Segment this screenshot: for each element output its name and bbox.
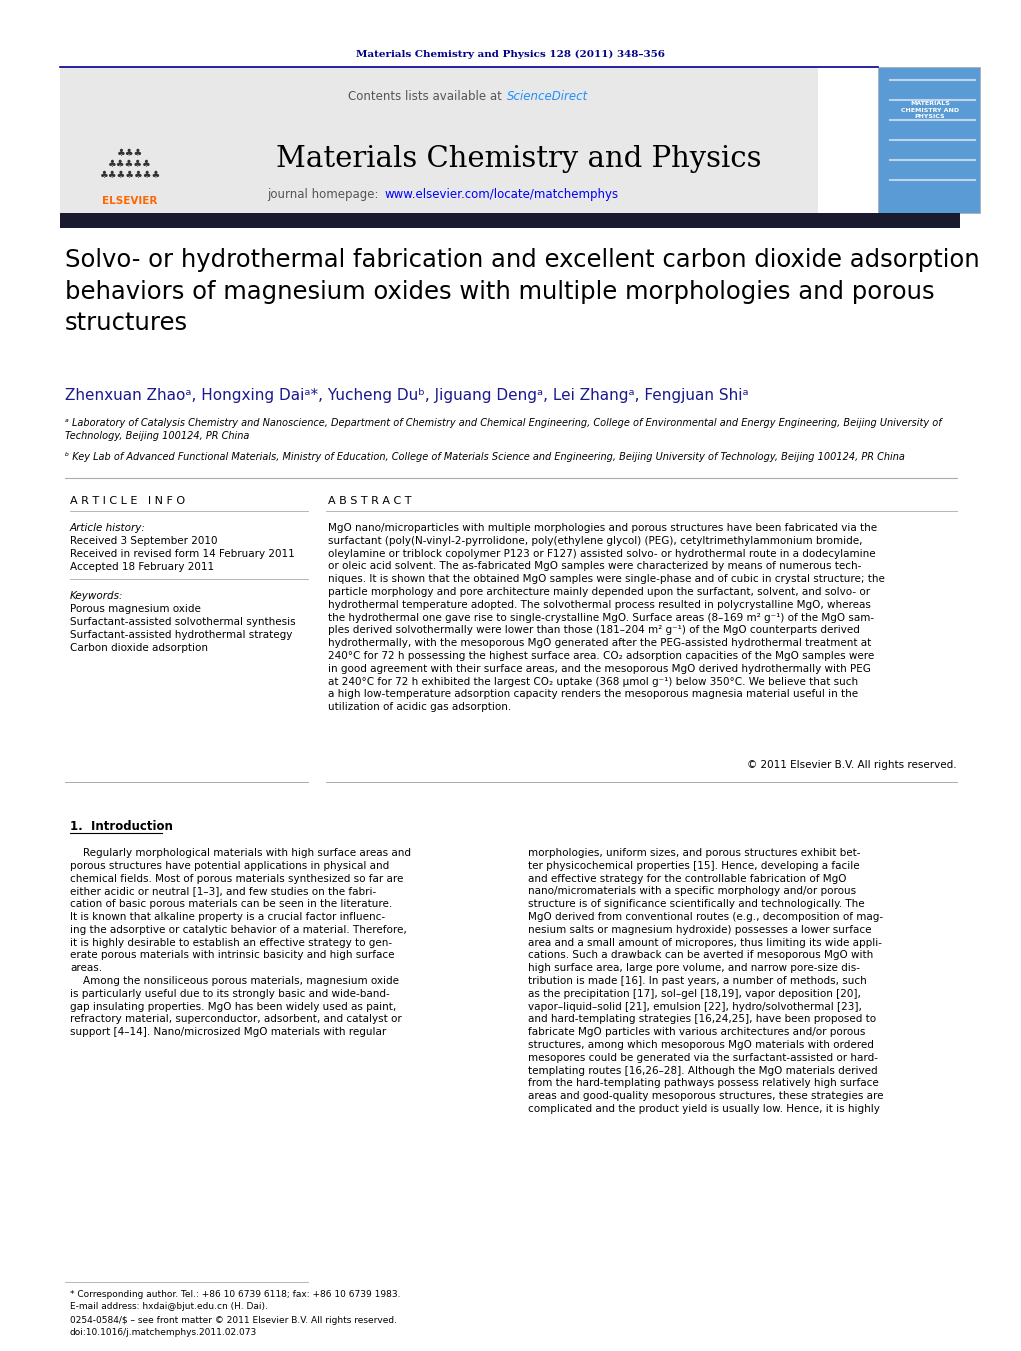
Text: Zhenxuan Zhaoᵃ, Hongxing Daiᵃ*, Yucheng Duᵇ, Jiguang Dengᵃ, Lei Zhangᵃ, Fengjuan: Zhenxuan Zhaoᵃ, Hongxing Daiᵃ*, Yucheng …	[65, 388, 748, 403]
FancyBboxPatch shape	[60, 68, 200, 213]
Text: A R T I C L E   I N F O: A R T I C L E I N F O	[70, 496, 185, 507]
Text: MATERIALS
CHEMISTRY AND
PHYSICS: MATERIALS CHEMISTRY AND PHYSICS	[901, 101, 959, 119]
Text: Surfactant-assisted solvothermal synthesis: Surfactant-assisted solvothermal synthes…	[70, 617, 296, 627]
Text: A B S T R A C T: A B S T R A C T	[328, 496, 411, 507]
Text: E-mail address: hxdai@bjut.edu.cn (H. Dai).: E-mail address: hxdai@bjut.edu.cn (H. Da…	[70, 1302, 268, 1310]
Text: ELSEVIER: ELSEVIER	[102, 196, 157, 205]
FancyBboxPatch shape	[878, 68, 980, 213]
Text: journal homepage:: journal homepage:	[268, 188, 383, 201]
Text: 0254-0584/$ – see front matter © 2011 Elsevier B.V. All rights reserved.: 0254-0584/$ – see front matter © 2011 El…	[70, 1316, 397, 1325]
Text: MgO nano/microparticles with multiple morphologies and porous structures have be: MgO nano/microparticles with multiple mo…	[328, 523, 885, 712]
Text: Regularly morphological materials with high surface areas and
porous structures : Regularly morphological materials with h…	[70, 848, 411, 1038]
Text: Article history:: Article history:	[70, 523, 146, 534]
Text: ᵇ Key Lab of Advanced Functional Materials, Ministry of Education, College of Ma: ᵇ Key Lab of Advanced Functional Materia…	[65, 453, 905, 462]
FancyBboxPatch shape	[60, 68, 818, 213]
Text: Materials Chemistry and Physics: Materials Chemistry and Physics	[276, 145, 762, 173]
Text: Contents lists available at: Contents lists available at	[348, 91, 505, 103]
Text: Carbon dioxide adsorption: Carbon dioxide adsorption	[70, 643, 208, 653]
Text: morphologies, uniform sizes, and porous structures exhibit bet-
ter physicochemi: morphologies, uniform sizes, and porous …	[528, 848, 883, 1115]
Text: Received 3 September 2010: Received 3 September 2010	[70, 536, 217, 546]
Text: © 2011 Elsevier B.V. All rights reserved.: © 2011 Elsevier B.V. All rights reserved…	[747, 761, 957, 770]
FancyBboxPatch shape	[60, 213, 960, 228]
Text: Surfactant-assisted hydrothermal strategy: Surfactant-assisted hydrothermal strateg…	[70, 630, 292, 640]
Text: www.elsevier.com/locate/matchemphys: www.elsevier.com/locate/matchemphys	[385, 188, 619, 201]
Text: ♣♣♣
♣♣♣♣♣
♣♣♣♣♣♣♣: ♣♣♣ ♣♣♣♣♣ ♣♣♣♣♣♣♣	[99, 149, 160, 180]
Text: Keywords:: Keywords:	[70, 590, 124, 601]
Text: Accepted 18 February 2011: Accepted 18 February 2011	[70, 562, 214, 571]
Text: ᵃ Laboratory of Catalysis Chemistry and Nanoscience, Department of Chemistry and: ᵃ Laboratory of Catalysis Chemistry and …	[65, 417, 941, 440]
Text: Received in revised form 14 February 2011: Received in revised form 14 February 201…	[70, 549, 295, 559]
Text: 1.  Introduction: 1. Introduction	[70, 820, 173, 834]
Text: ScienceDirect: ScienceDirect	[507, 91, 589, 103]
Text: Solvo- or hydrothermal fabrication and excellent carbon dioxide adsorption
behav: Solvo- or hydrothermal fabrication and e…	[65, 249, 979, 335]
Text: doi:10.1016/j.matchemphys.2011.02.073: doi:10.1016/j.matchemphys.2011.02.073	[70, 1328, 257, 1337]
Text: * Corresponding author. Tel.: +86 10 6739 6118; fax: +86 10 6739 1983.: * Corresponding author. Tel.: +86 10 673…	[70, 1290, 400, 1300]
Text: Materials Chemistry and Physics 128 (2011) 348–356: Materials Chemistry and Physics 128 (201…	[356, 50, 665, 59]
Text: Porous magnesium oxide: Porous magnesium oxide	[70, 604, 201, 613]
